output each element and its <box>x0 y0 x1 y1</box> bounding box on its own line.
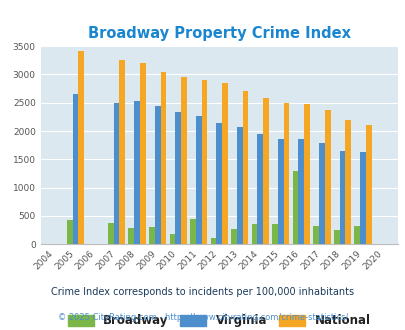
Bar <box>195 116 201 244</box>
Bar <box>149 227 154 244</box>
Bar <box>257 134 262 244</box>
Bar <box>339 151 345 244</box>
Bar <box>251 224 257 244</box>
Bar <box>216 122 222 244</box>
Bar <box>262 98 268 244</box>
Bar <box>277 139 283 244</box>
Bar <box>324 110 330 244</box>
Bar <box>154 106 160 244</box>
Bar <box>298 139 303 244</box>
Bar <box>230 229 236 244</box>
Bar <box>119 60 125 244</box>
Bar <box>67 220 72 244</box>
Title: Broadway Property Crime Index: Broadway Property Crime Index <box>87 26 350 41</box>
Bar <box>160 72 166 244</box>
Text: © 2025 CityRating.com - https://www.cityrating.com/crime-statistics/: © 2025 CityRating.com - https://www.city… <box>58 313 347 322</box>
Bar <box>169 234 175 244</box>
Bar <box>134 101 140 244</box>
Bar <box>313 225 318 244</box>
Bar <box>236 127 242 244</box>
Legend: Broadway, Virginia, National: Broadway, Virginia, National <box>63 310 374 330</box>
Bar <box>113 103 119 244</box>
Text: Crime Index corresponds to incidents per 100,000 inhabitants: Crime Index corresponds to incidents per… <box>51 287 354 297</box>
Bar <box>181 77 186 244</box>
Bar <box>108 223 113 244</box>
Bar <box>318 143 324 244</box>
Bar <box>140 63 145 244</box>
Bar <box>283 103 289 244</box>
Bar <box>303 105 309 244</box>
Bar <box>354 225 359 244</box>
Bar <box>201 80 207 244</box>
Bar <box>345 120 350 244</box>
Bar <box>333 230 339 244</box>
Bar <box>175 113 181 244</box>
Bar <box>128 228 134 244</box>
Bar <box>78 51 84 244</box>
Bar <box>72 94 78 244</box>
Bar <box>359 152 365 244</box>
Bar <box>210 238 216 244</box>
Bar <box>365 125 371 244</box>
Bar <box>190 219 195 244</box>
Bar <box>222 83 227 244</box>
Bar <box>242 91 248 244</box>
Bar <box>292 171 298 244</box>
Bar <box>271 224 277 244</box>
